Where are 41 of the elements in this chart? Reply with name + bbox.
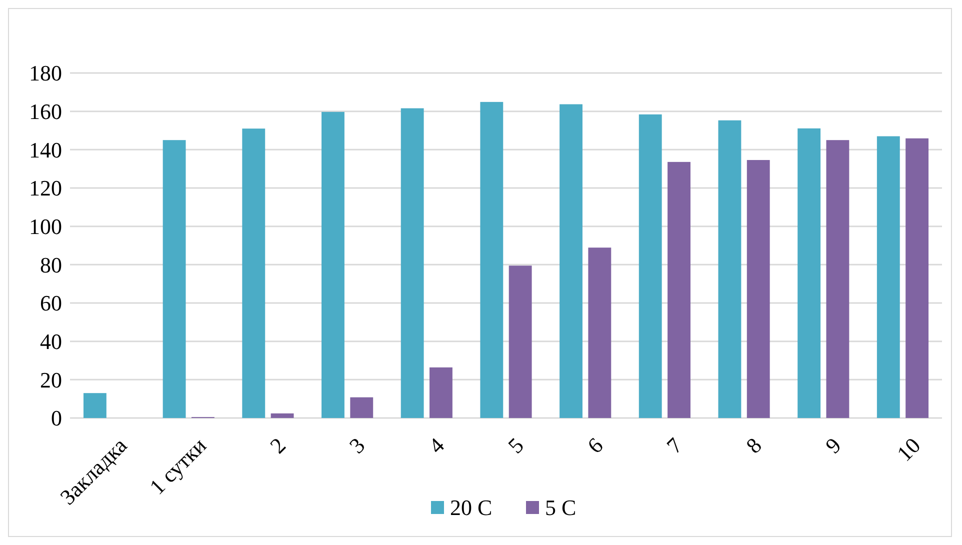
bar	[270, 413, 294, 418]
bar	[242, 128, 266, 418]
bar	[906, 138, 929, 418]
bar	[826, 140, 850, 418]
bar	[798, 128, 821, 418]
y-tick-label: 40	[40, 329, 62, 354]
legend-label: 5 C	[545, 495, 576, 520]
x-tick-label: 3	[344, 432, 370, 458]
y-tick-label: 80	[40, 252, 62, 278]
x-tick-label: 8	[741, 432, 766, 458]
bar	[480, 102, 504, 418]
bar	[668, 162, 690, 418]
legend-label: 20 C	[450, 495, 492, 520]
y-tick-label: 100	[29, 214, 62, 240]
y-tick-label: 20	[40, 367, 62, 392]
bar	[588, 248, 612, 418]
y-tick-label: 0	[51, 406, 62, 431]
bar	[560, 104, 582, 418]
y-tick-label: 180	[29, 60, 62, 86]
x-tick-label: 6	[582, 432, 608, 458]
bar	[430, 367, 452, 418]
bar	[322, 112, 344, 418]
y-tick-label: 60	[40, 290, 62, 316]
bar	[350, 397, 374, 418]
x-tick-label: 5	[502, 432, 528, 458]
bar	[162, 140, 186, 418]
bar	[638, 114, 662, 418]
x-tick-label: 7	[662, 432, 688, 458]
y-tick-label: 140	[29, 137, 62, 162]
x-tick-label: 10	[892, 432, 926, 466]
x-tick-label: 2	[264, 432, 290, 458]
bar	[746, 160, 770, 418]
bar	[718, 120, 742, 418]
y-tick-label: 160	[29, 99, 62, 124]
bar	[400, 108, 424, 418]
bar	[83, 393, 106, 418]
x-tick-label: 4	[424, 432, 450, 458]
bar	[508, 266, 532, 418]
bar	[876, 136, 900, 418]
y-tick-label: 120	[29, 176, 62, 201]
x-tick-label: 9	[820, 432, 846, 458]
